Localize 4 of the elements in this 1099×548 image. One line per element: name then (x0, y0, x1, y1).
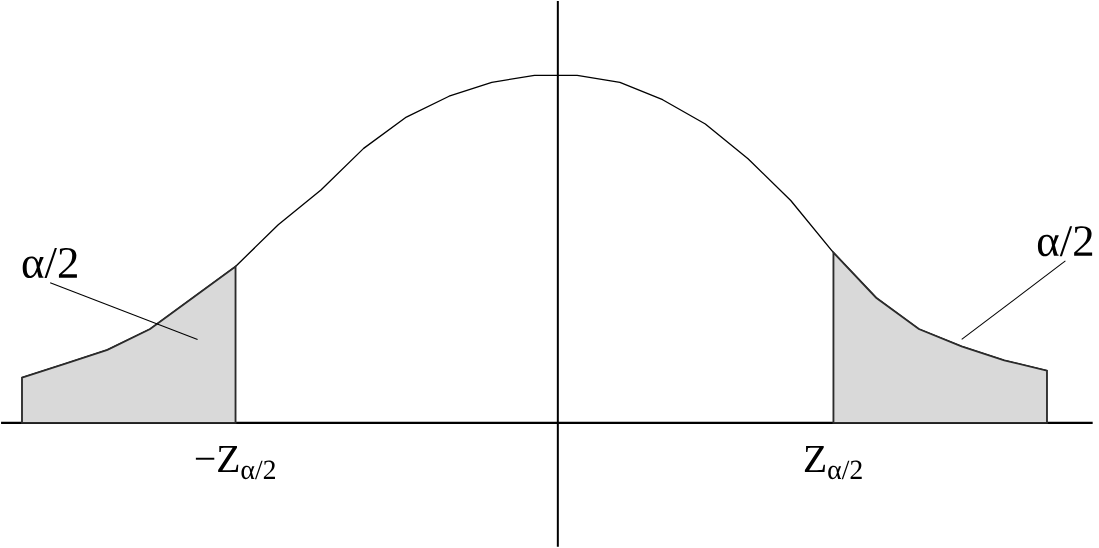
x-tick-label: −Z$_{α/2}$ (195, 446, 275, 480)
annotation: α/2 (1037, 226, 1093, 257)
annotation: α/2 (22, 248, 77, 279)
x-tick-label: Z$_{α/2}$ (804, 446, 862, 480)
